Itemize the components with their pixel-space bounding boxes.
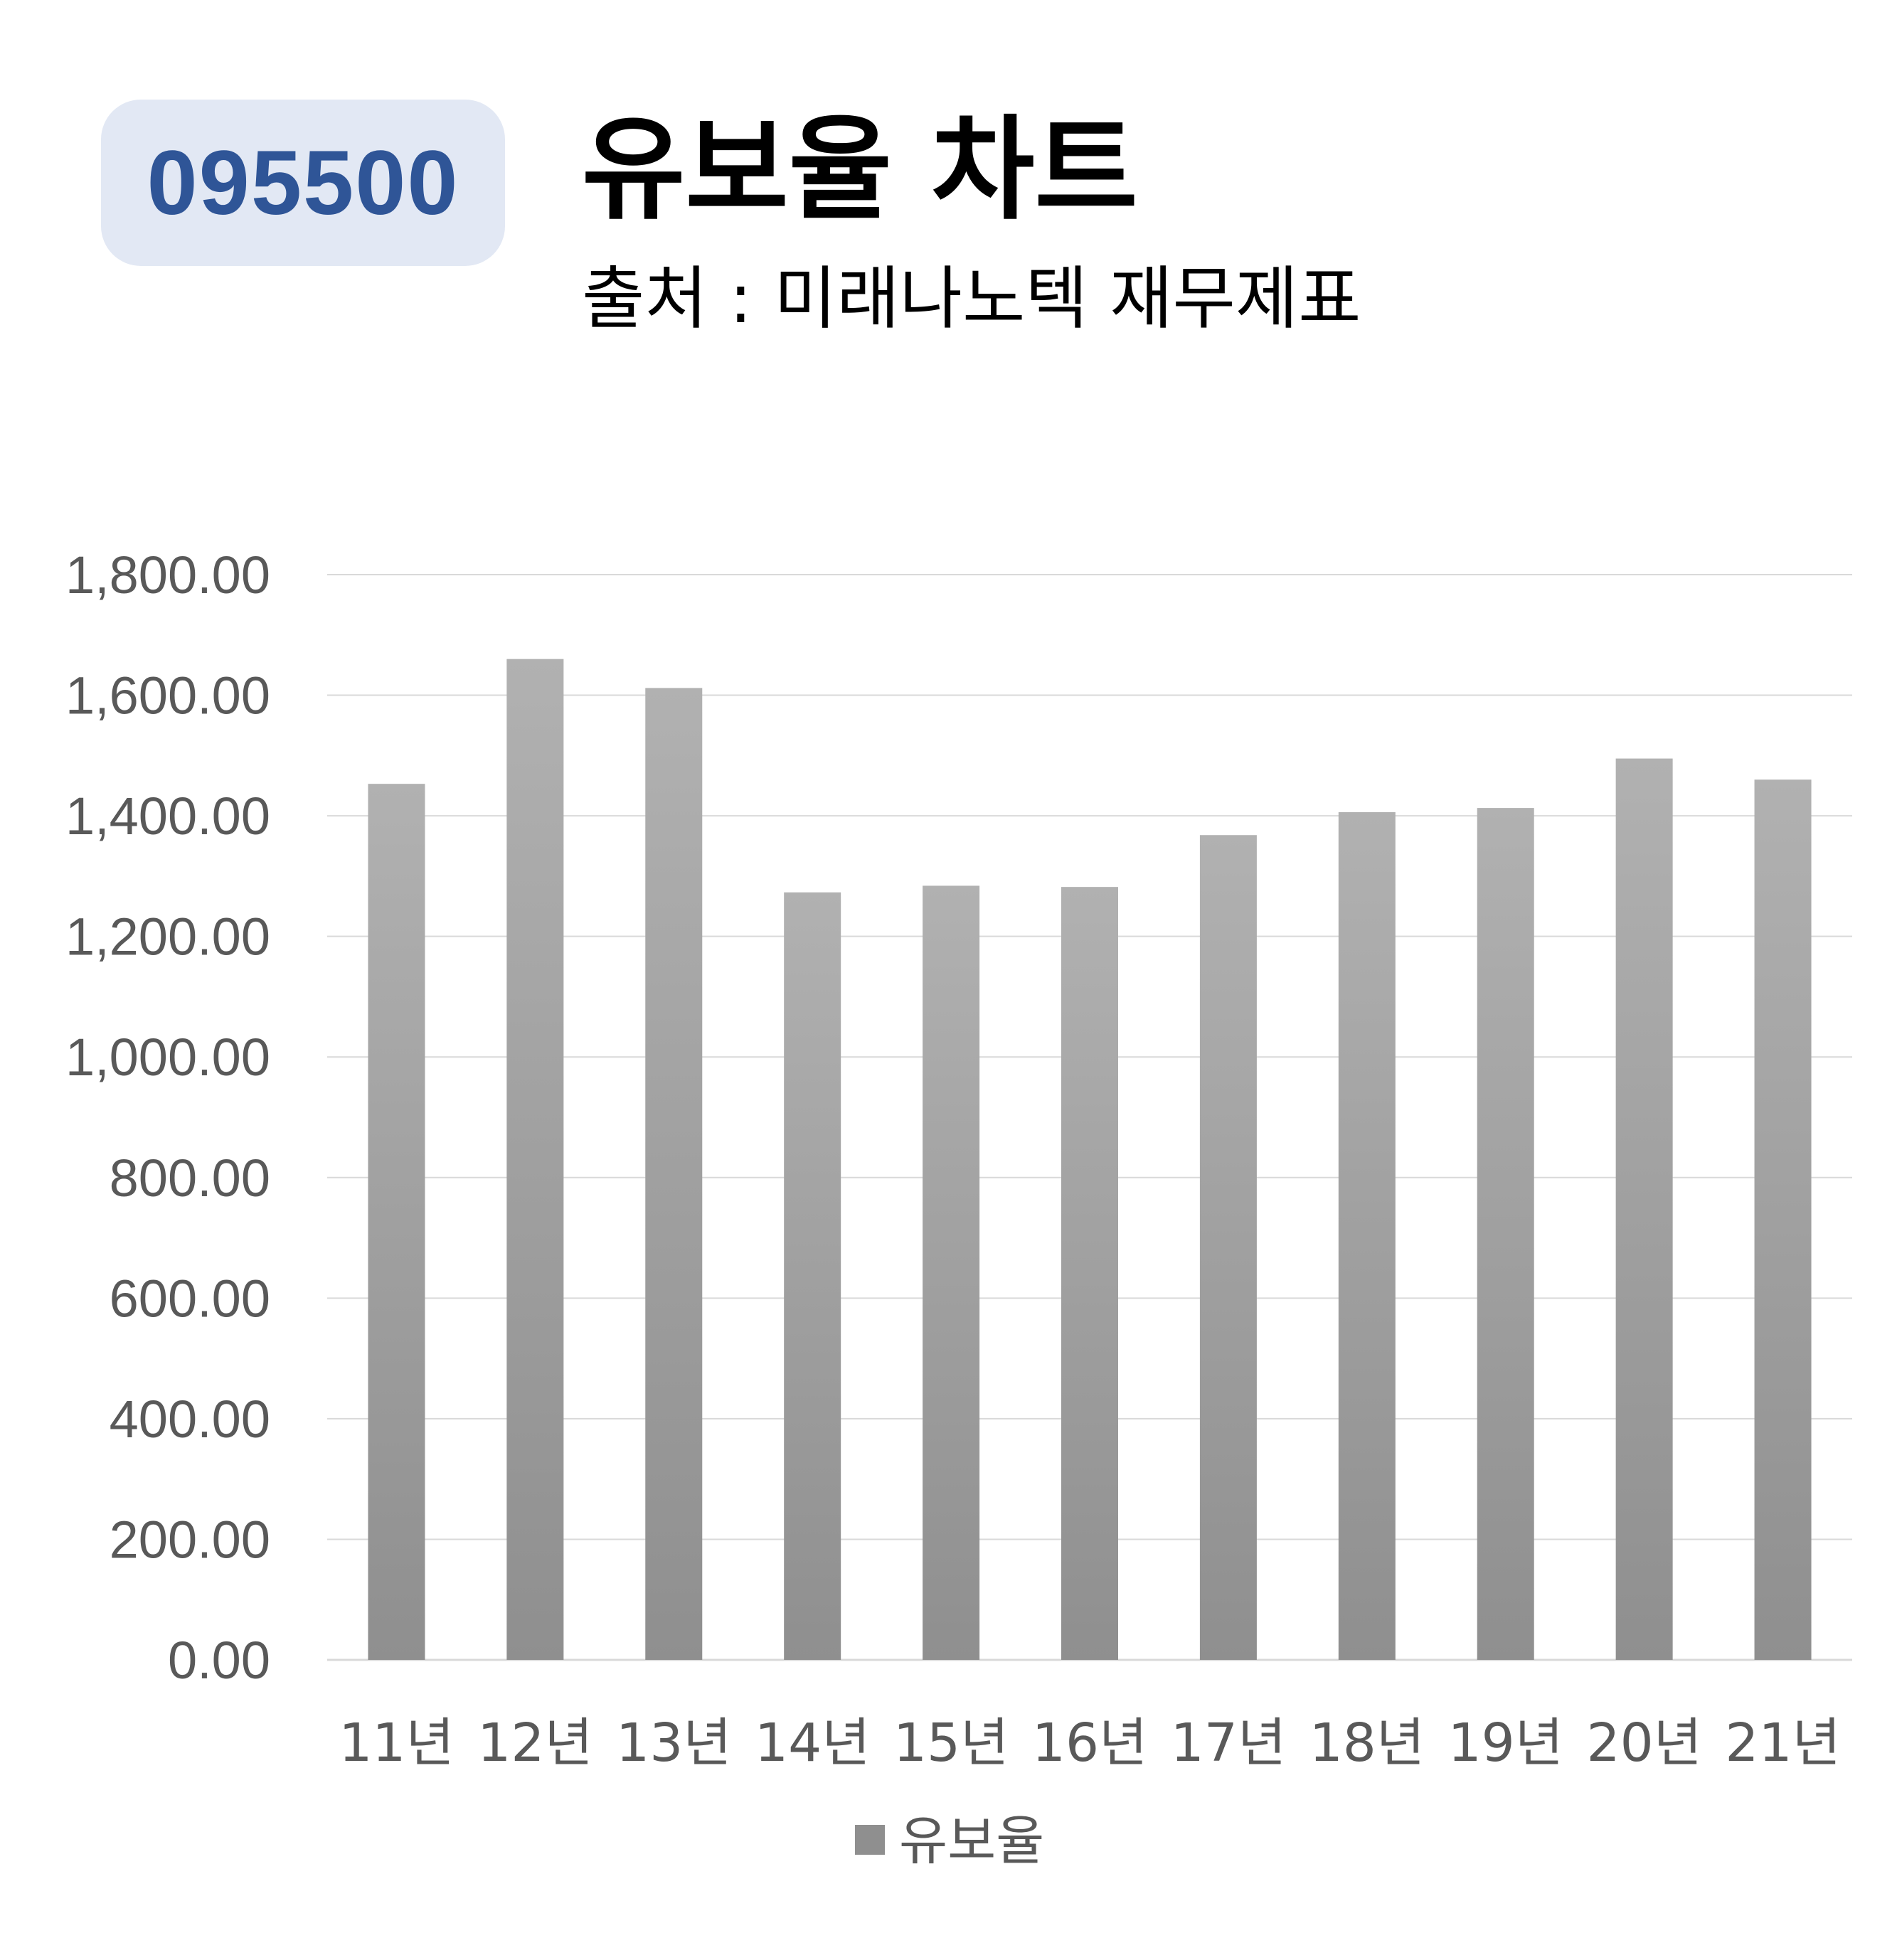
bars [368,659,1812,1660]
bar-19년 [1477,808,1534,1660]
y-tick-label: 400.00 [110,1390,270,1449]
y-tick-label: 1,200.00 [65,907,270,966]
bar-11년 [368,784,425,1660]
stock-code-badge: 095500 [101,100,505,266]
bar-20년 [1615,758,1673,1660]
chart-title: 유보율 차트 [582,105,1138,235]
y-tick-label: 1,600.00 [65,666,270,725]
legend: 유보율 [855,1811,1044,1872]
y-tick-label: 0.00 [168,1631,270,1690]
x-tick-label: 13년 [616,1713,731,1774]
x-tick-label: 11년 [339,1713,454,1774]
y-tick-label: 200.00 [110,1510,270,1569]
y-axis-ticks: 0.00 200.00 400.00 600.00 800.00 1,000.00 1,20… [65,545,270,1690]
x-tick-label: 21년 [1725,1713,1840,1774]
bar-14년 [784,892,841,1660]
x-tick-label: 20년 [1587,1713,1702,1774]
x-tick-label: 14년 [755,1713,870,1774]
bar-21년 [1754,779,1812,1660]
chart-subtitle: 출처 : 미래나노텍 재무제표 [582,259,1361,339]
bar-13년 [645,688,703,1660]
bar-18년 [1338,812,1396,1660]
y-tick-label: 600.00 [110,1269,270,1328]
bar-17년 [1199,835,1257,1660]
x-tick-label: 12년 [477,1713,593,1774]
x-axis-ticks: 11년 12년 13년 14년 15년 16년 17년 18년 19년 20년 21년 [339,1713,1840,1774]
x-tick-label: 16년 [1032,1713,1147,1774]
legend-swatch [855,1825,885,1855]
x-tick-label: 18년 [1309,1713,1425,1774]
y-tick-label: 1,400.00 [65,787,270,846]
legend-label: 유보율 [899,1811,1044,1872]
y-tick-label: 1,000.00 [65,1028,270,1087]
y-tick-label: 1,800.00 [65,545,270,604]
y-tick-label: 800.00 [110,1149,270,1208]
bar-15년 [923,885,980,1660]
x-tick-label: 17년 [1171,1713,1286,1774]
bar-12년 [506,659,564,1660]
x-tick-label: 19년 [1448,1713,1563,1774]
bar-16년 [1061,887,1118,1660]
x-tick-label: 15년 [893,1713,1009,1774]
